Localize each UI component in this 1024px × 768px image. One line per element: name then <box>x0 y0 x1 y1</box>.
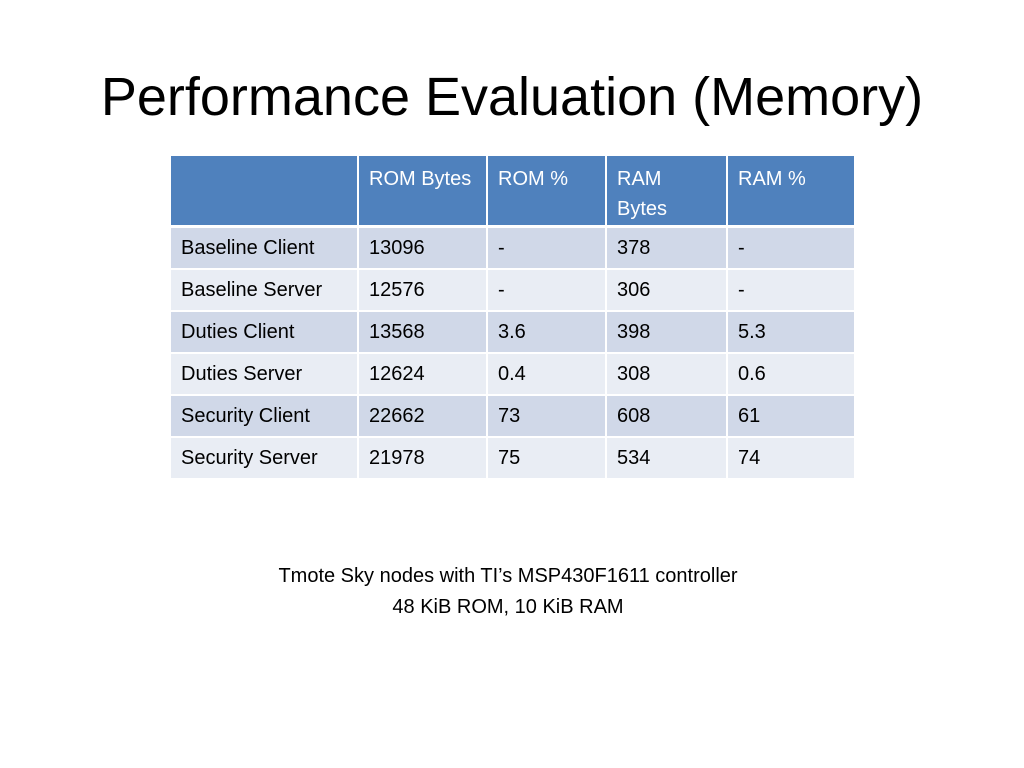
ram-bytes-cell: 398 <box>606 310 728 354</box>
rom-percent-cell: 73 <box>487 394 607 438</box>
table-row: Baseline Client 13096 - 378 - <box>171 226 854 270</box>
header-cell-empty <box>171 156 359 228</box>
slide-title: Performance Evaluation (Memory) <box>100 67 924 127</box>
memory-table: ROM Bytes ROM % RAM Bytes RAM % Baseline… <box>171 156 854 478</box>
rom-percent-cell: 3.6 <box>487 310 607 354</box>
rom-bytes-cell: 13568 <box>358 310 488 354</box>
header-cell-ram-bytes: RAM Bytes <box>606 156 728 228</box>
rom-percent-cell: - <box>487 226 607 270</box>
ram-percent-cell: - <box>727 226 854 270</box>
ram-bytes-cell: 378 <box>606 226 728 270</box>
footnote-memory-line: 48 KiB ROM, 10 KiB RAM <box>392 596 624 618</box>
table-row: Duties Server 12624 0.4 308 0.6 <box>171 352 854 396</box>
table-row: Baseline Server 12576 - 306 - <box>171 268 854 312</box>
row-label: Duties Server <box>171 352 359 396</box>
table-row: Security Client 22662 73 608 61 <box>171 394 854 438</box>
row-label: Security Server <box>171 436 359 478</box>
table-row: Security Server 21978 75 534 74 <box>171 436 854 478</box>
ram-percent-cell: 0.6 <box>727 352 854 396</box>
ram-percent-cell: 5.3 <box>727 310 854 354</box>
rom-percent-cell: 75 <box>487 436 607 478</box>
ram-percent-cell: 61 <box>727 394 854 438</box>
row-label: Duties Client <box>171 310 359 354</box>
row-label: Baseline Server <box>171 268 359 312</box>
rom-bytes-cell: 21978 <box>358 436 488 478</box>
ram-bytes-cell: 308 <box>606 352 728 396</box>
rom-bytes-cell: 12624 <box>358 352 488 396</box>
footnote-hardware-line: Tmote Sky nodes with TI’s MSP430F1611 co… <box>278 565 738 587</box>
rom-bytes-cell: 13096 <box>358 226 488 270</box>
header-cell-rom-percent: ROM % <box>487 156 607 228</box>
rom-bytes-cell: 12576 <box>358 268 488 312</box>
rom-percent-cell: 0.4 <box>487 352 607 396</box>
row-label: Baseline Client <box>171 226 359 270</box>
rom-percent-cell: - <box>487 268 607 312</box>
ram-bytes-cell: 608 <box>606 394 728 438</box>
ram-percent-cell: 74 <box>727 436 854 478</box>
table-row: Duties Client 13568 3.6 398 5.3 <box>171 310 854 354</box>
ram-percent-cell: - <box>727 268 854 312</box>
table-header-row: ROM Bytes ROM % RAM Bytes RAM % <box>171 156 854 228</box>
ram-bytes-cell: 534 <box>606 436 728 478</box>
footnote: Tmote Sky nodes with TI’s MSP430F1611 co… <box>0 561 1016 623</box>
header-cell-rom-bytes: ROM Bytes <box>358 156 488 228</box>
header-cell-ram-percent: RAM % <box>727 156 854 228</box>
ram-bytes-cell: 306 <box>606 268 728 312</box>
row-label: Security Client <box>171 394 359 438</box>
rom-bytes-cell: 22662 <box>358 394 488 438</box>
